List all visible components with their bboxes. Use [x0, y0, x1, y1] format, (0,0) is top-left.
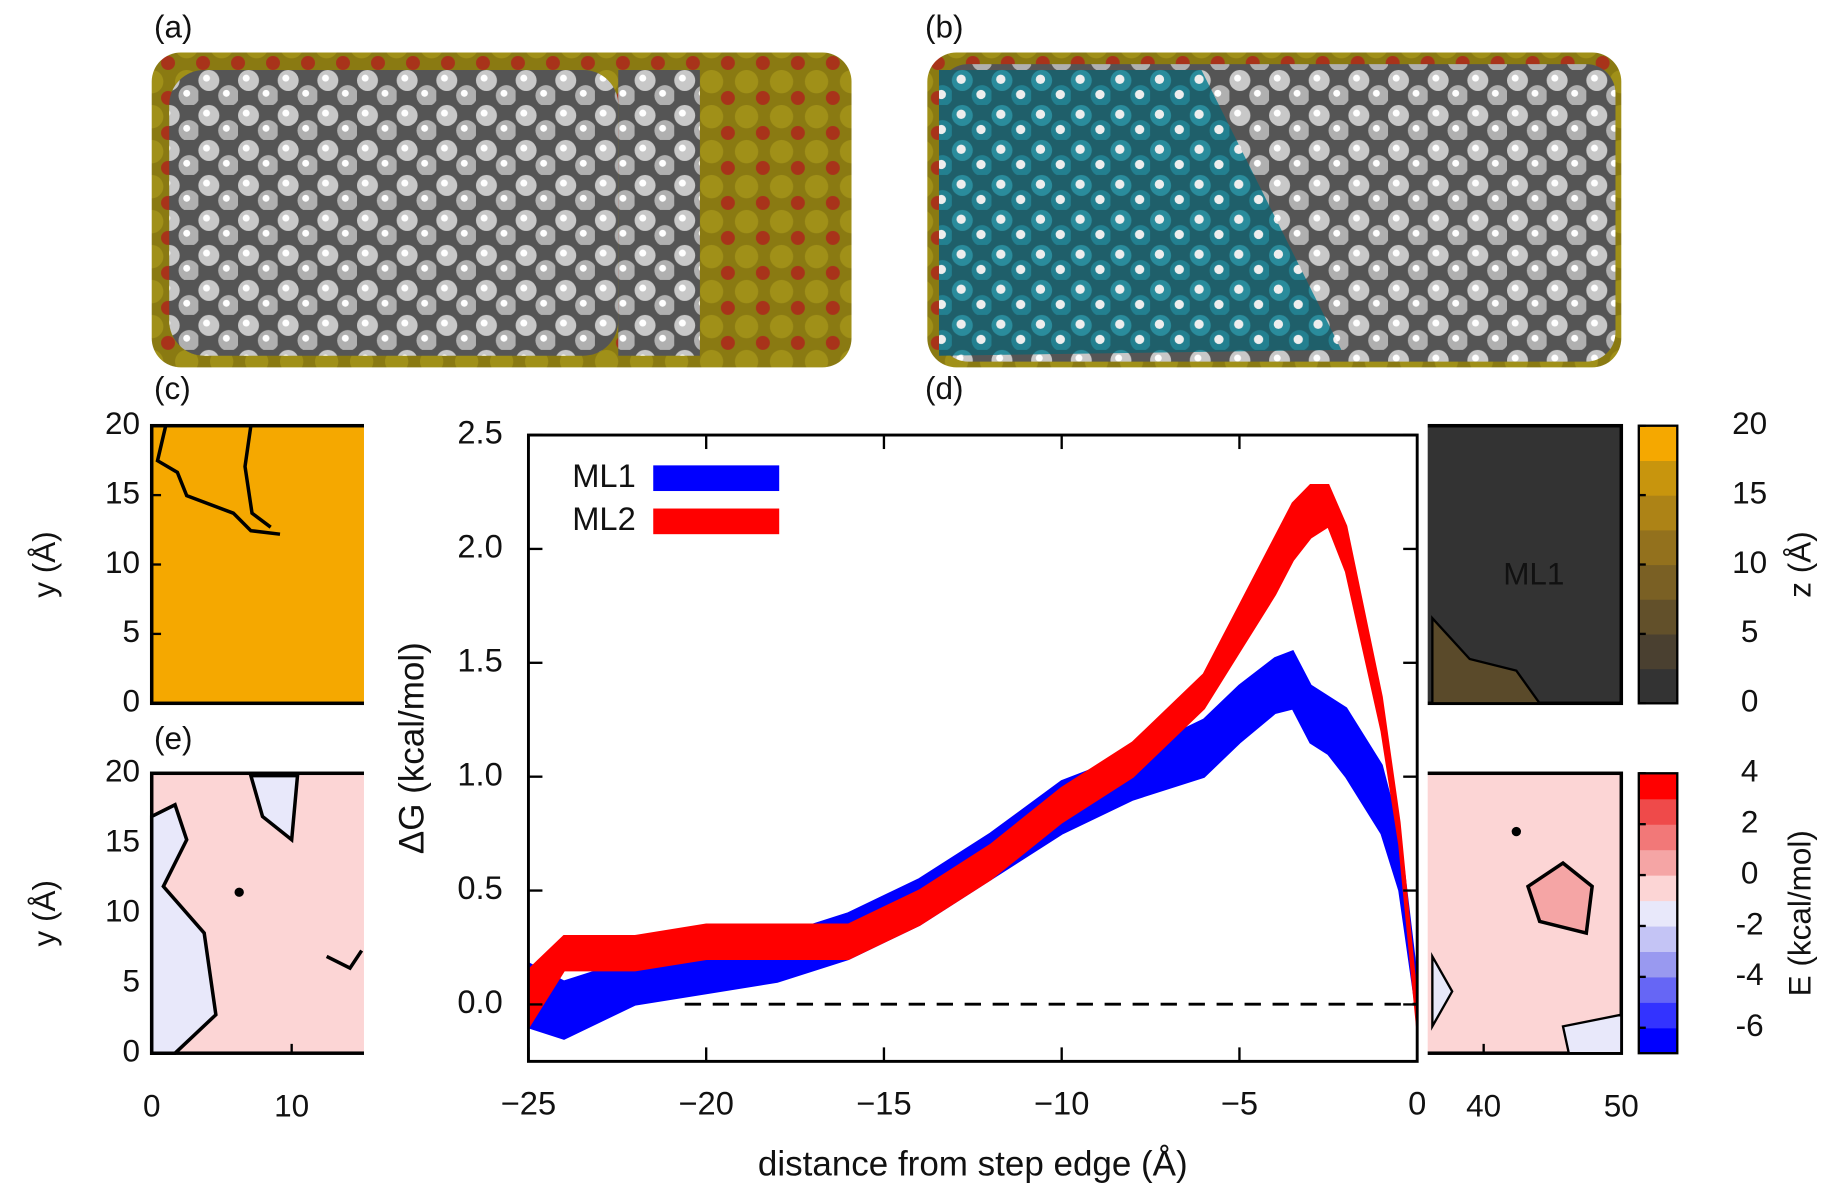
annotation: ML1 — [1503, 555, 1564, 591]
x-tick-label: −15 — [856, 1084, 911, 1121]
colorbar-band — [1638, 875, 1678, 902]
colorbar-band — [1638, 495, 1678, 531]
colorbar-band — [1638, 529, 1678, 566]
colorbar-label: z (Å) — [1781, 531, 1817, 597]
y-tick-label: 0 — [123, 1033, 141, 1069]
contour-region — [1561, 1013, 1623, 1055]
x-axis-label: distance from step edge (Å) — [758, 1145, 1188, 1184]
colorbar-tick-label: -4 — [1736, 956, 1764, 992]
y-axis-label: y (Å) — [26, 880, 62, 946]
colorbar-band — [1638, 976, 1678, 1003]
y-tick-label: 20 — [105, 405, 140, 441]
contour — [325, 949, 364, 971]
panel-decorations — [149, 425, 1623, 1055]
y-tick-label: 5 — [123, 963, 141, 999]
panel-label: (e) — [154, 720, 192, 756]
colorbar-band — [1638, 633, 1678, 670]
y-axis-label: y (Å) — [26, 531, 62, 597]
edge-molecule — [618, 69, 700, 356]
x-tick-label: −20 — [679, 1084, 734, 1121]
y-tick-label: 15 — [105, 823, 140, 859]
colorbar-band — [1638, 425, 1678, 461]
legend-label: ML1 — [572, 457, 636, 494]
y-tick-label: 1.5 — [457, 641, 502, 678]
colorbar-tick-label: 10 — [1732, 544, 1767, 580]
panel-label: (c) — [154, 370, 191, 406]
y-tick-label: 2.5 — [457, 414, 502, 451]
colorbar-band — [1638, 1002, 1678, 1029]
colorbar-tick-label: 15 — [1732, 474, 1767, 510]
y-tick-label: 10 — [105, 893, 140, 929]
colorbar-label: E (kcal/mol) — [1781, 830, 1817, 996]
y-tick-label: 2.0 — [457, 528, 502, 565]
colorbar-frame — [1637, 772, 1679, 1055]
x-tick-label: 0 — [143, 1087, 161, 1123]
plot-frame — [526, 433, 1419, 1063]
colorbar-tick-label: 2 — [1741, 803, 1759, 839]
contour — [155, 425, 281, 536]
colorbar-tick-label: 5 — [1741, 613, 1759, 649]
colorbar-band — [1638, 798, 1678, 825]
y-tick-label: 20 — [105, 753, 140, 789]
x-tick-label: 10 — [274, 1087, 309, 1123]
x-tick-label: −25 — [501, 1084, 556, 1121]
colorbar-band — [1638, 668, 1678, 704]
y-tick-label: 0.0 — [457, 983, 502, 1020]
chart-background — [363, 396, 1428, 1192]
contour-region — [149, 802, 218, 1055]
colorbar-tick-label: -2 — [1736, 905, 1764, 941]
contour-region — [1431, 951, 1454, 1031]
panel-label: (b) — [925, 8, 963, 44]
colorbar-band — [1638, 951, 1678, 978]
panel-label: (a) — [154, 8, 192, 44]
x-tick-label: 40 — [1466, 1087, 1501, 1123]
colorbar-band — [1638, 849, 1678, 876]
colorbar-band — [1638, 1027, 1678, 1054]
legend-label: ML2 — [572, 500, 636, 537]
colorbar-band — [1638, 925, 1678, 952]
legend-swatch — [653, 465, 780, 492]
x-tick-label: −10 — [1034, 1084, 1089, 1121]
panel-label: (d) — [925, 370, 963, 406]
y-axis-label: ΔG (kcal/mol) — [392, 642, 431, 854]
y-tick-label: 0.5 — [457, 869, 502, 906]
image-b — [927, 52, 1622, 368]
contour-dot — [234, 887, 244, 897]
panel-labels: (a) (b) (c) (d) (e) — [154, 8, 963, 755]
contour-dot — [1511, 826, 1521, 837]
y-tick-label: 15 — [105, 474, 140, 510]
colorbar-tick-label: 0 — [1741, 854, 1759, 890]
colorbar-tick-label: -6 — [1736, 1007, 1764, 1043]
contour-region — [1431, 615, 1542, 705]
colorbar-tick-label: 20 — [1732, 405, 1767, 441]
contour-region — [1525, 860, 1595, 936]
y-tick-label: 1.0 — [457, 755, 502, 792]
legend-swatch — [653, 508, 780, 535]
x-tick-label: −5 — [1221, 1084, 1258, 1121]
colorbar-band — [1638, 460, 1678, 496]
contour-region — [248, 773, 300, 844]
image-a — [151, 52, 852, 368]
colorbar-band — [1638, 773, 1678, 800]
main-chart: ML1 ML2 0.0 0.5 1.0 1.5 2.0 2.5 −25 −20 −15 −10 −5 0 d… — [363, 396, 1428, 1192]
x-tick-label: 0 — [1408, 1084, 1426, 1121]
colorbar-band — [1638, 564, 1678, 600]
y-tick-label: 5 — [123, 613, 141, 649]
colorbar-band — [1638, 900, 1678, 927]
y-tick-label: 0 — [123, 683, 141, 719]
colorbar-tick-label: 4 — [1741, 753, 1759, 789]
teal-region — [938, 69, 1342, 356]
x-tick-label: 50 — [1604, 1087, 1639, 1123]
y-tick-label: 10 — [105, 544, 140, 580]
colorbar-band — [1638, 824, 1678, 851]
colorbar-band — [1638, 599, 1678, 635]
monolayer — [169, 69, 619, 356]
colorbar-tick-label: 0 — [1741, 683, 1759, 719]
